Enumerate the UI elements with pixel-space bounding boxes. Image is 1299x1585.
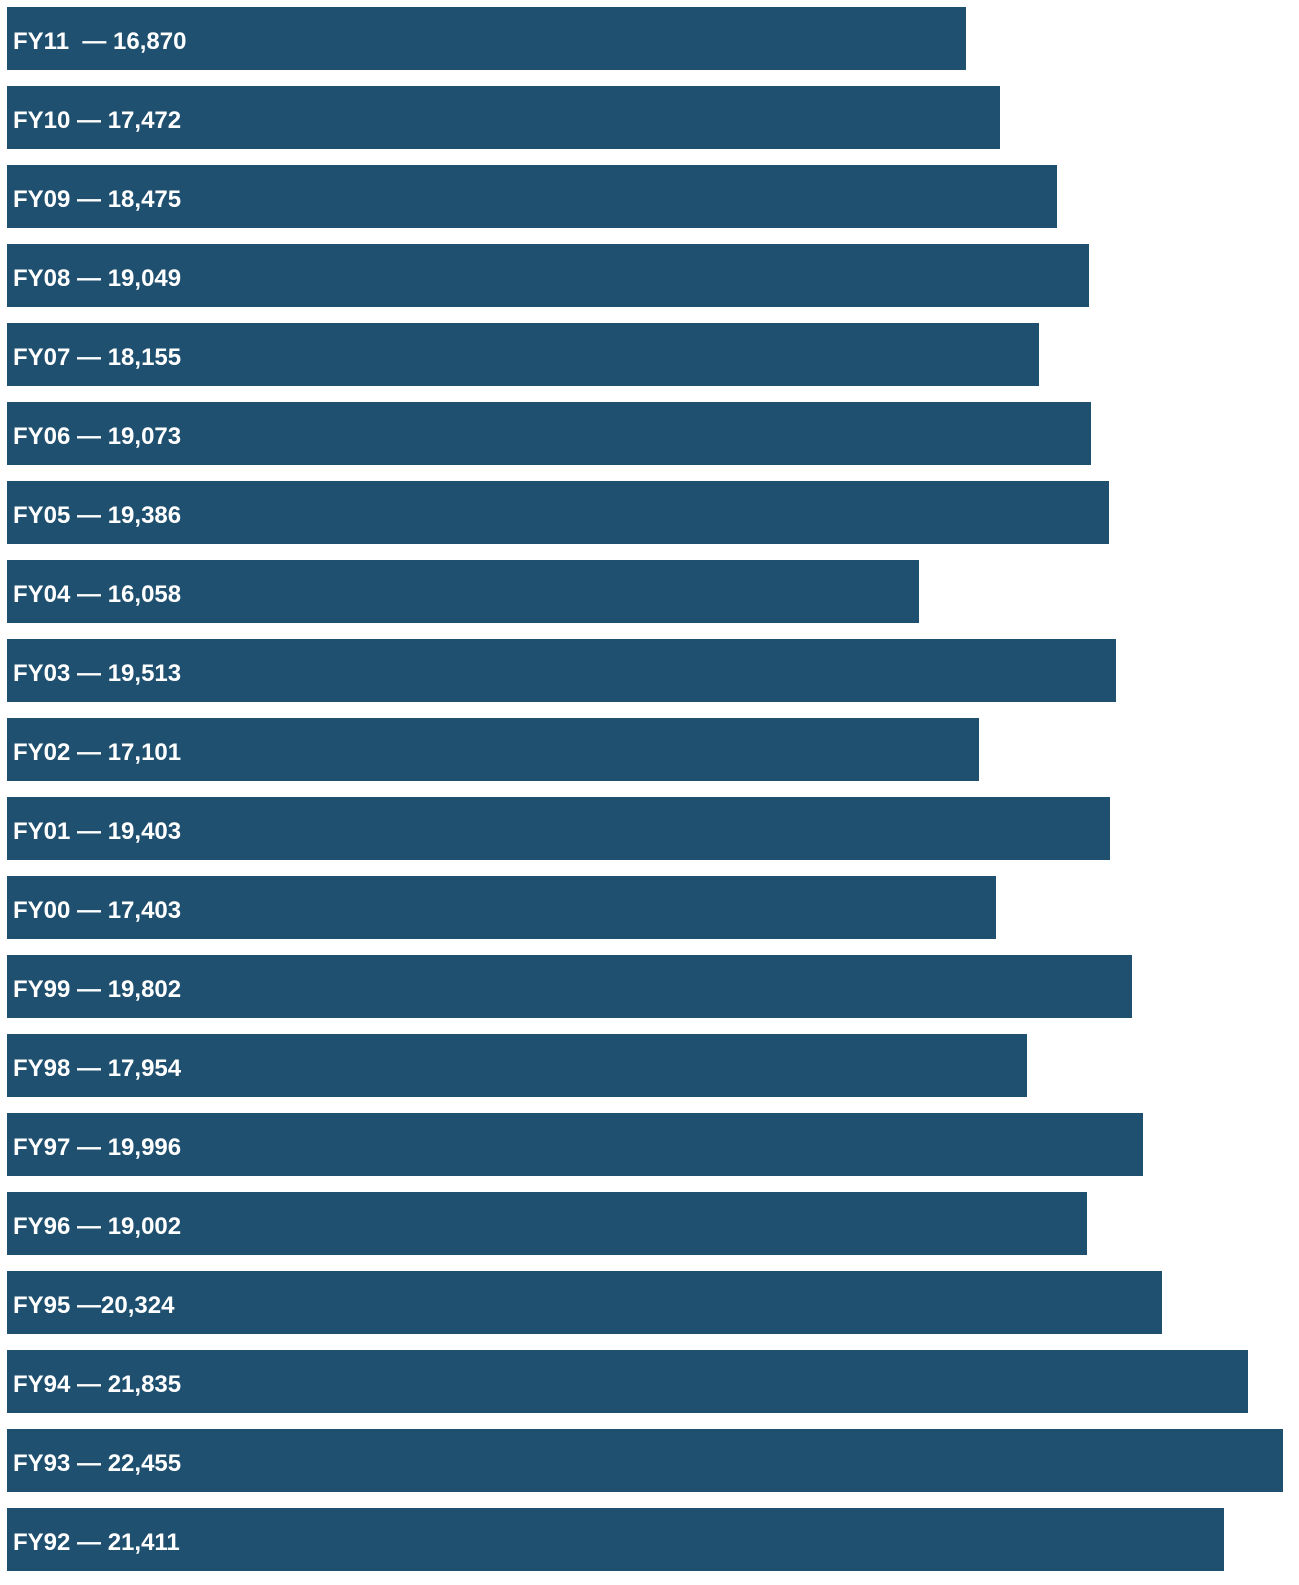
- bar-label-fy10: FY10 — 17,472: [13, 86, 181, 149]
- bar-fy01: FY01 — 19,403: [7, 797, 1110, 860]
- bar-label-fy94: FY94 — 21,835: [13, 1350, 181, 1413]
- bar-fy04: FY04 — 16,058: [7, 560, 919, 623]
- bar-fy07: FY07 — 18,155: [7, 323, 1039, 386]
- bar-label-fy05: FY05 — 19,386: [13, 481, 181, 544]
- bar-label-fy03: FY03 — 19,513: [13, 639, 181, 702]
- bar-fy96: FY96 — 19,002: [7, 1192, 1087, 1255]
- bar-label-fy99: FY99 — 19,802: [13, 955, 181, 1018]
- bar-fy95: FY95 —20,324: [7, 1271, 1162, 1334]
- bar-fy03: FY03 — 19,513: [7, 639, 1116, 702]
- bar-fy09: FY09 — 18,475: [7, 165, 1057, 228]
- bar-label-fy08: FY08 — 19,049: [13, 244, 181, 307]
- bar-label-fy01: FY01 — 19,403: [13, 797, 181, 860]
- bar-fy00: FY00 — 17,403: [7, 876, 996, 939]
- bar-label-fy97: FY97 — 19,996: [13, 1113, 181, 1176]
- bar-label-fy11: FY11 — 16,870: [13, 7, 186, 70]
- bar-label-fy02: FY02 — 17,101: [13, 718, 181, 781]
- bar-label-fy93: FY93 — 22,455: [13, 1429, 181, 1492]
- bar-label-fy96: FY96 — 19,002: [13, 1192, 181, 1255]
- bar-label-fy07: FY07 — 18,155: [13, 323, 181, 386]
- bar-fy06: FY06 — 19,073: [7, 402, 1091, 465]
- bar-label-fy00: FY00 — 17,403: [13, 876, 181, 939]
- bar-fy99: FY99 — 19,802: [7, 955, 1132, 1018]
- bar-label-fy09: FY09 — 18,475: [13, 165, 181, 228]
- bar-fy93: FY93 — 22,455: [7, 1429, 1283, 1492]
- bar-fy08: FY08 — 19,049: [7, 244, 1089, 307]
- bar-label-fy06: FY06 — 19,073: [13, 402, 181, 465]
- bar-fy11: FY11 — 16,870: [7, 7, 966, 70]
- bar-fy94: FY94 — 21,835: [7, 1350, 1248, 1413]
- bar-fy05: FY05 — 19,386: [7, 481, 1109, 544]
- bar-fy92: FY92 — 21,411: [7, 1508, 1224, 1571]
- bar-label-fy98: FY98 — 17,954: [13, 1034, 181, 1097]
- bar-fy10: FY10 — 17,472: [7, 86, 1000, 149]
- bar-label-fy04: FY04 — 16,058: [13, 560, 181, 623]
- bar-fy98: FY98 — 17,954: [7, 1034, 1027, 1097]
- bar-fy02: FY02 — 17,101: [7, 718, 979, 781]
- bar-fy97: FY97 — 19,996: [7, 1113, 1143, 1176]
- bar-label-fy95: FY95 —20,324: [13, 1271, 174, 1334]
- bar-label-fy92: FY92 — 21,411: [13, 1508, 180, 1571]
